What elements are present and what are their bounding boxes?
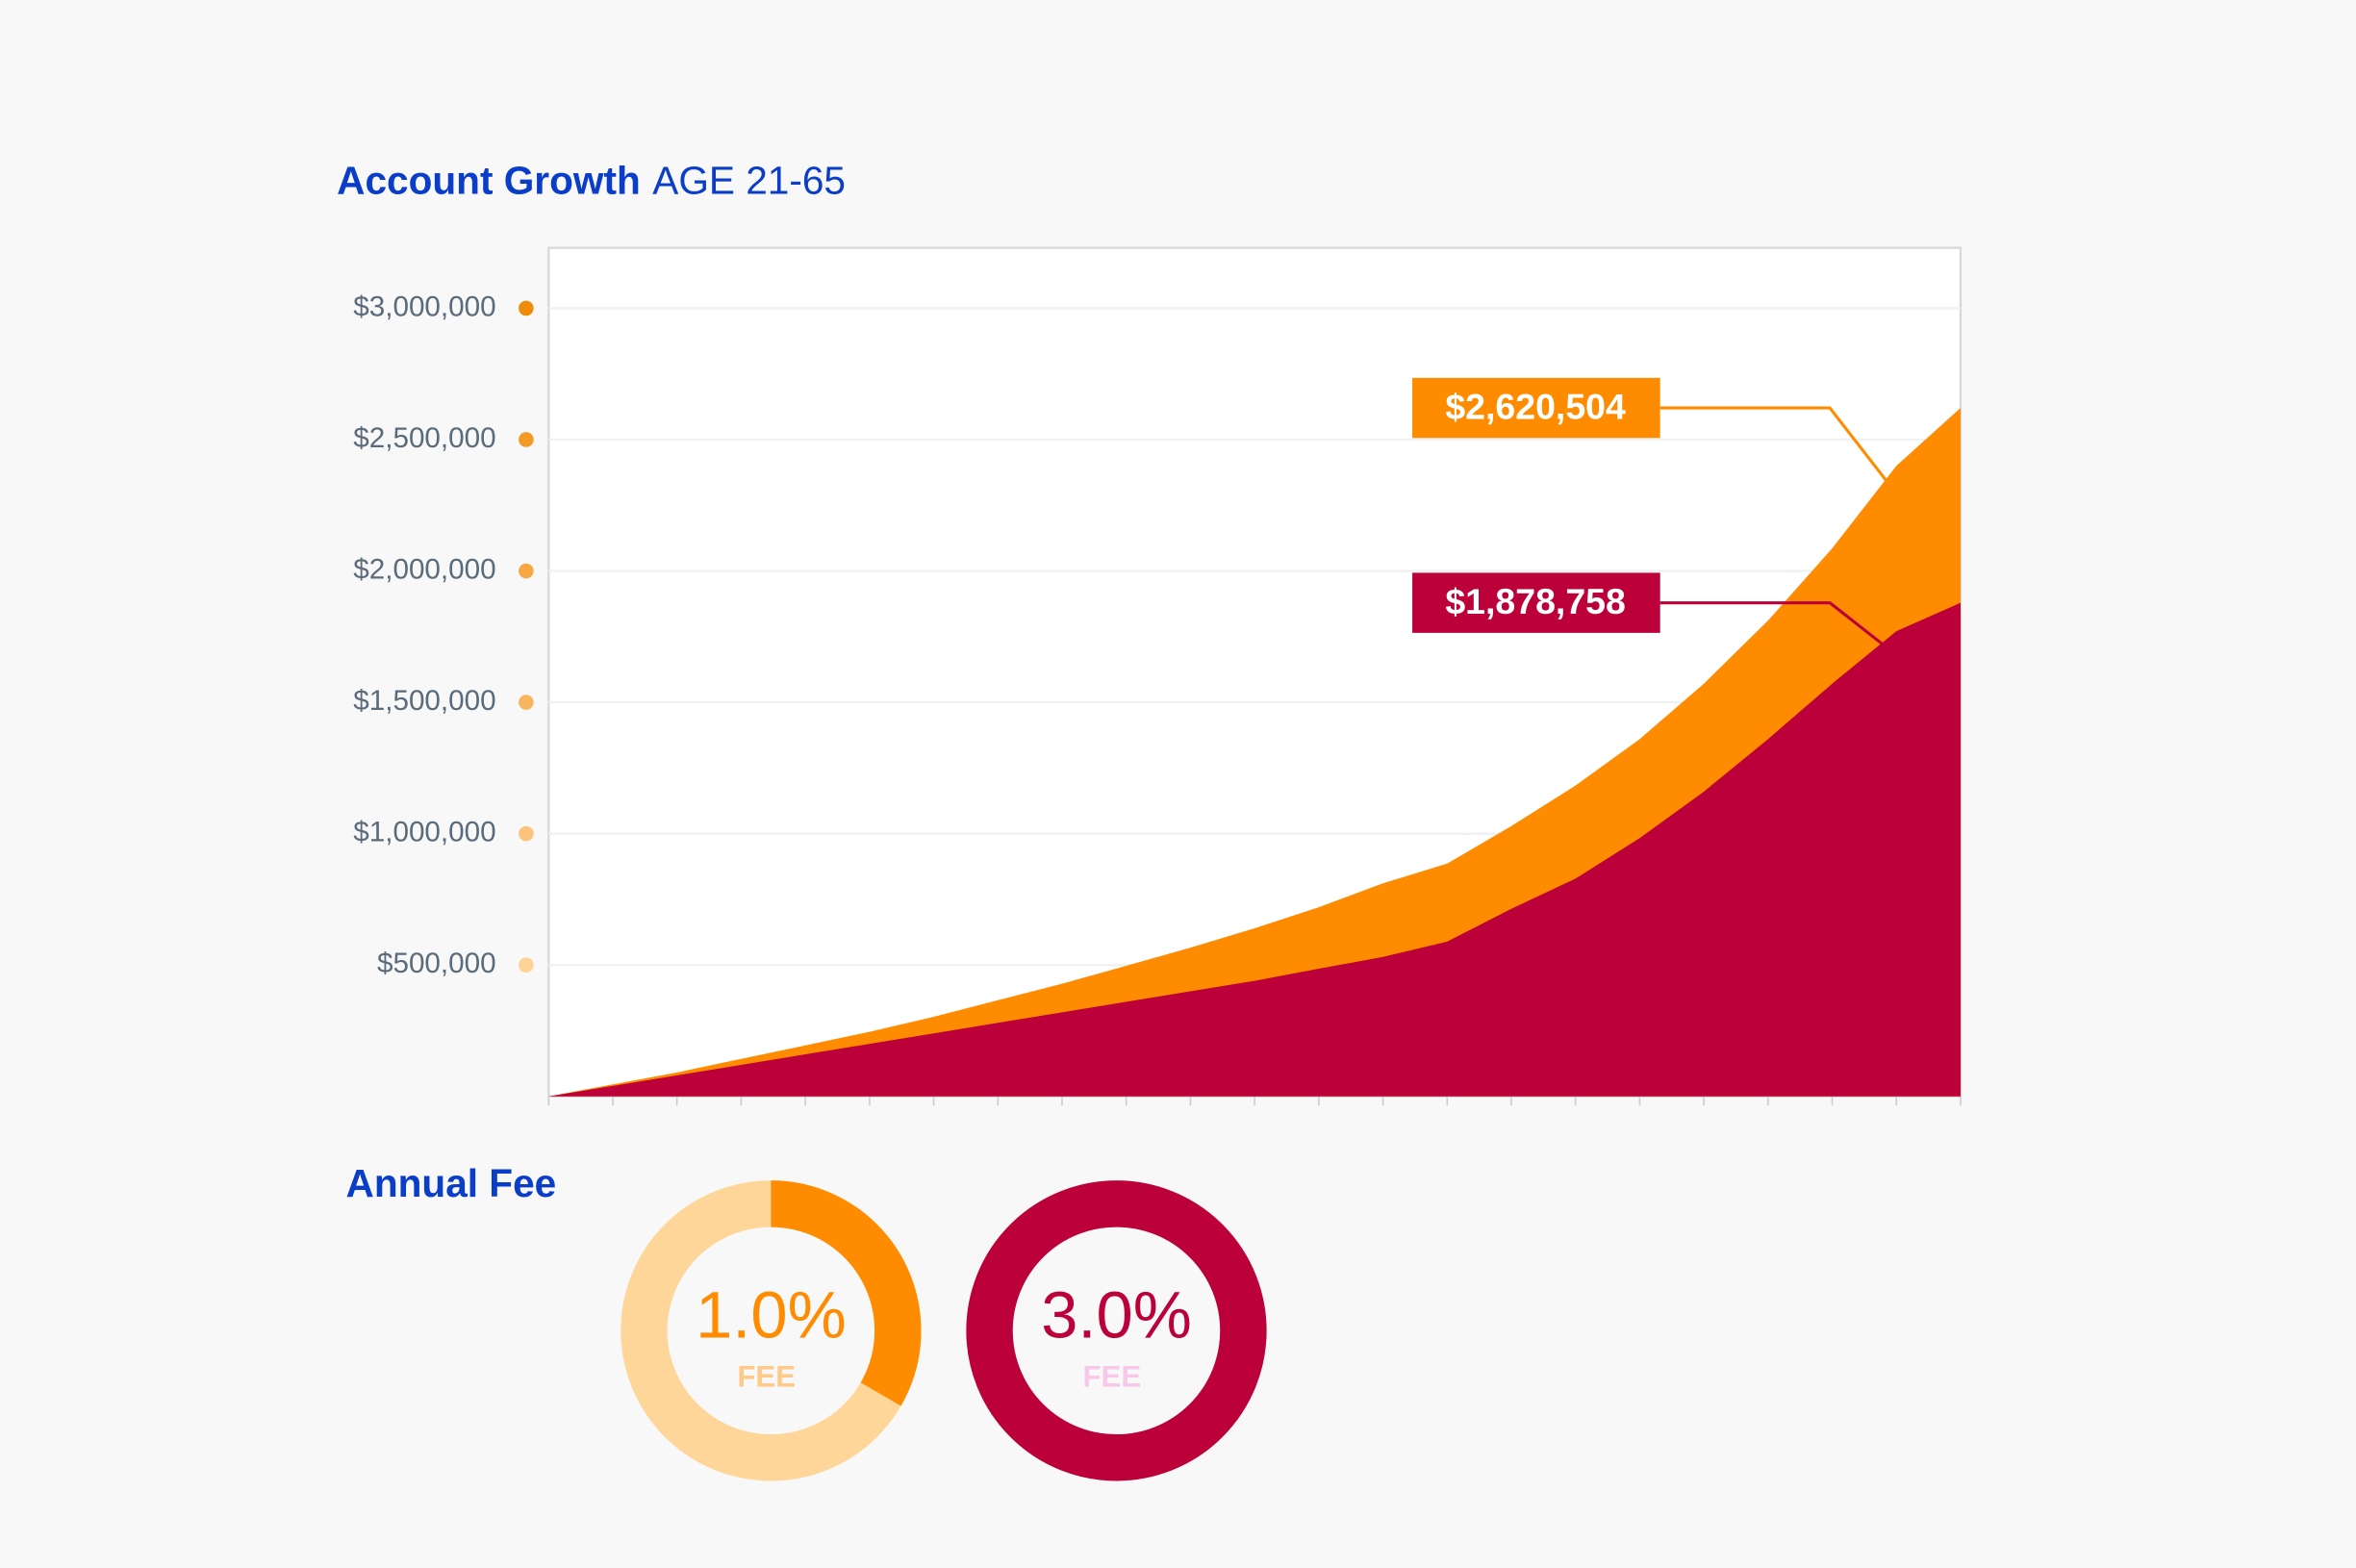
chart-subtitle: AGE 21-65 bbox=[652, 158, 846, 202]
value-label-box bbox=[1412, 572, 1660, 633]
donut-sublabel: FEE bbox=[1082, 1360, 1141, 1394]
y-tick-label: $2,500,000 bbox=[353, 422, 495, 454]
value-label: $2,620,504 bbox=[1445, 387, 1626, 427]
value-label-box bbox=[1412, 377, 1660, 439]
y-tick-dot bbox=[519, 563, 534, 579]
y-tick-dot bbox=[519, 957, 534, 974]
donut-value-label: 1.0% bbox=[696, 1278, 847, 1353]
y-tick-dot bbox=[519, 825, 534, 842]
donut-arc bbox=[966, 1180, 1267, 1481]
y-tick-dot bbox=[519, 432, 534, 447]
y-tick-label: $2,000,000 bbox=[353, 553, 495, 585]
y-tick-dot bbox=[519, 695, 534, 710]
donut-sublabel: FEE bbox=[737, 1360, 796, 1394]
leader-line bbox=[1659, 601, 1890, 651]
value-label: $1,878,758 bbox=[1445, 581, 1626, 621]
donut-arc bbox=[621, 1180, 922, 1481]
chart-title-line: Account Growth AGE 21-65 bbox=[337, 158, 846, 202]
y-tick-label: $1,500,000 bbox=[353, 685, 495, 717]
y-tick-label: $1,000,000 bbox=[353, 816, 495, 847]
y-tick-label: $500,000 bbox=[377, 948, 496, 979]
area bbox=[548, 602, 1961, 1097]
leader-line bbox=[1659, 406, 1890, 485]
section-title: Annual Fee bbox=[346, 1161, 557, 1205]
donut-value-label: 3.0% bbox=[1041, 1278, 1192, 1353]
y-tick-label: $3,000,000 bbox=[353, 291, 495, 322]
y-tick-dot bbox=[519, 300, 534, 316]
chart-title: Account Growth bbox=[337, 158, 641, 202]
